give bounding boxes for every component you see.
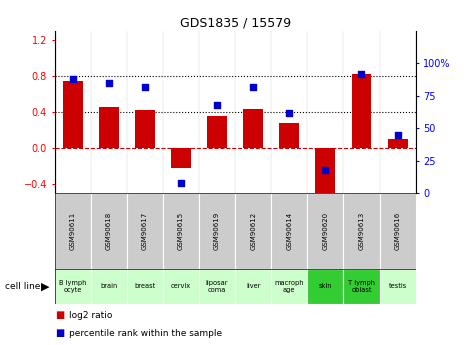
Bar <box>163 269 199 304</box>
Text: skin: skin <box>319 283 332 289</box>
Bar <box>380 269 416 304</box>
Bar <box>127 193 163 269</box>
Bar <box>243 109 263 148</box>
Bar <box>207 116 227 148</box>
Text: T lymph
oblast: T lymph oblast <box>348 280 375 293</box>
Bar <box>91 193 127 269</box>
Point <box>322 167 329 172</box>
Bar <box>343 193 380 269</box>
Bar <box>55 193 91 269</box>
Bar <box>388 139 408 148</box>
Text: GSM90616: GSM90616 <box>395 212 400 250</box>
Bar <box>315 148 335 198</box>
Bar <box>352 74 371 148</box>
Text: GSM90613: GSM90613 <box>359 212 364 250</box>
Text: ▶: ▶ <box>41 282 49 291</box>
Bar <box>307 269 343 304</box>
Text: B lymph
ocyte: B lymph ocyte <box>59 280 86 293</box>
Bar <box>99 107 119 148</box>
Bar <box>307 193 343 269</box>
Bar <box>271 193 307 269</box>
Text: log2 ratio: log2 ratio <box>69 311 112 320</box>
Point <box>141 84 149 90</box>
Text: percentile rank within the sample: percentile rank within the sample <box>69 329 222 338</box>
Point <box>105 80 113 86</box>
Text: macroph
age: macroph age <box>275 280 304 293</box>
Bar <box>63 81 83 148</box>
Bar <box>55 269 91 304</box>
Point <box>177 180 185 186</box>
Bar <box>199 269 235 304</box>
Bar <box>171 148 191 168</box>
Bar <box>380 193 416 269</box>
Point <box>249 84 257 90</box>
Text: breast: breast <box>134 283 155 289</box>
Text: ■: ■ <box>55 328 64 338</box>
Bar <box>279 123 299 148</box>
Bar <box>235 193 271 269</box>
Bar <box>127 269 163 304</box>
Bar <box>271 269 307 304</box>
Text: GSM90615: GSM90615 <box>178 212 184 250</box>
Text: cervix: cervix <box>171 283 191 289</box>
Text: GSM90620: GSM90620 <box>323 212 328 250</box>
Text: GSM90612: GSM90612 <box>250 212 256 250</box>
Bar <box>343 269 380 304</box>
Bar <box>163 193 199 269</box>
Text: GSM90614: GSM90614 <box>286 212 292 250</box>
Point <box>394 132 401 138</box>
Bar <box>199 193 235 269</box>
Text: cell line: cell line <box>5 282 40 291</box>
Text: liver: liver <box>246 283 260 289</box>
Text: GSM90617: GSM90617 <box>142 212 148 250</box>
Text: liposar
coma: liposar coma <box>206 280 228 293</box>
Bar <box>135 110 155 148</box>
Point <box>285 110 293 116</box>
Bar <box>91 269 127 304</box>
Text: brain: brain <box>100 283 117 289</box>
Text: GSM90618: GSM90618 <box>106 212 112 250</box>
Text: GSM90619: GSM90619 <box>214 212 220 250</box>
Point <box>69 76 76 82</box>
Bar <box>235 269 271 304</box>
Point <box>213 102 221 108</box>
Text: ■: ■ <box>55 310 64 320</box>
Point <box>358 71 365 77</box>
Text: GSM90611: GSM90611 <box>70 212 76 250</box>
Title: GDS1835 / 15579: GDS1835 / 15579 <box>180 17 291 30</box>
Text: testis: testis <box>389 283 407 289</box>
